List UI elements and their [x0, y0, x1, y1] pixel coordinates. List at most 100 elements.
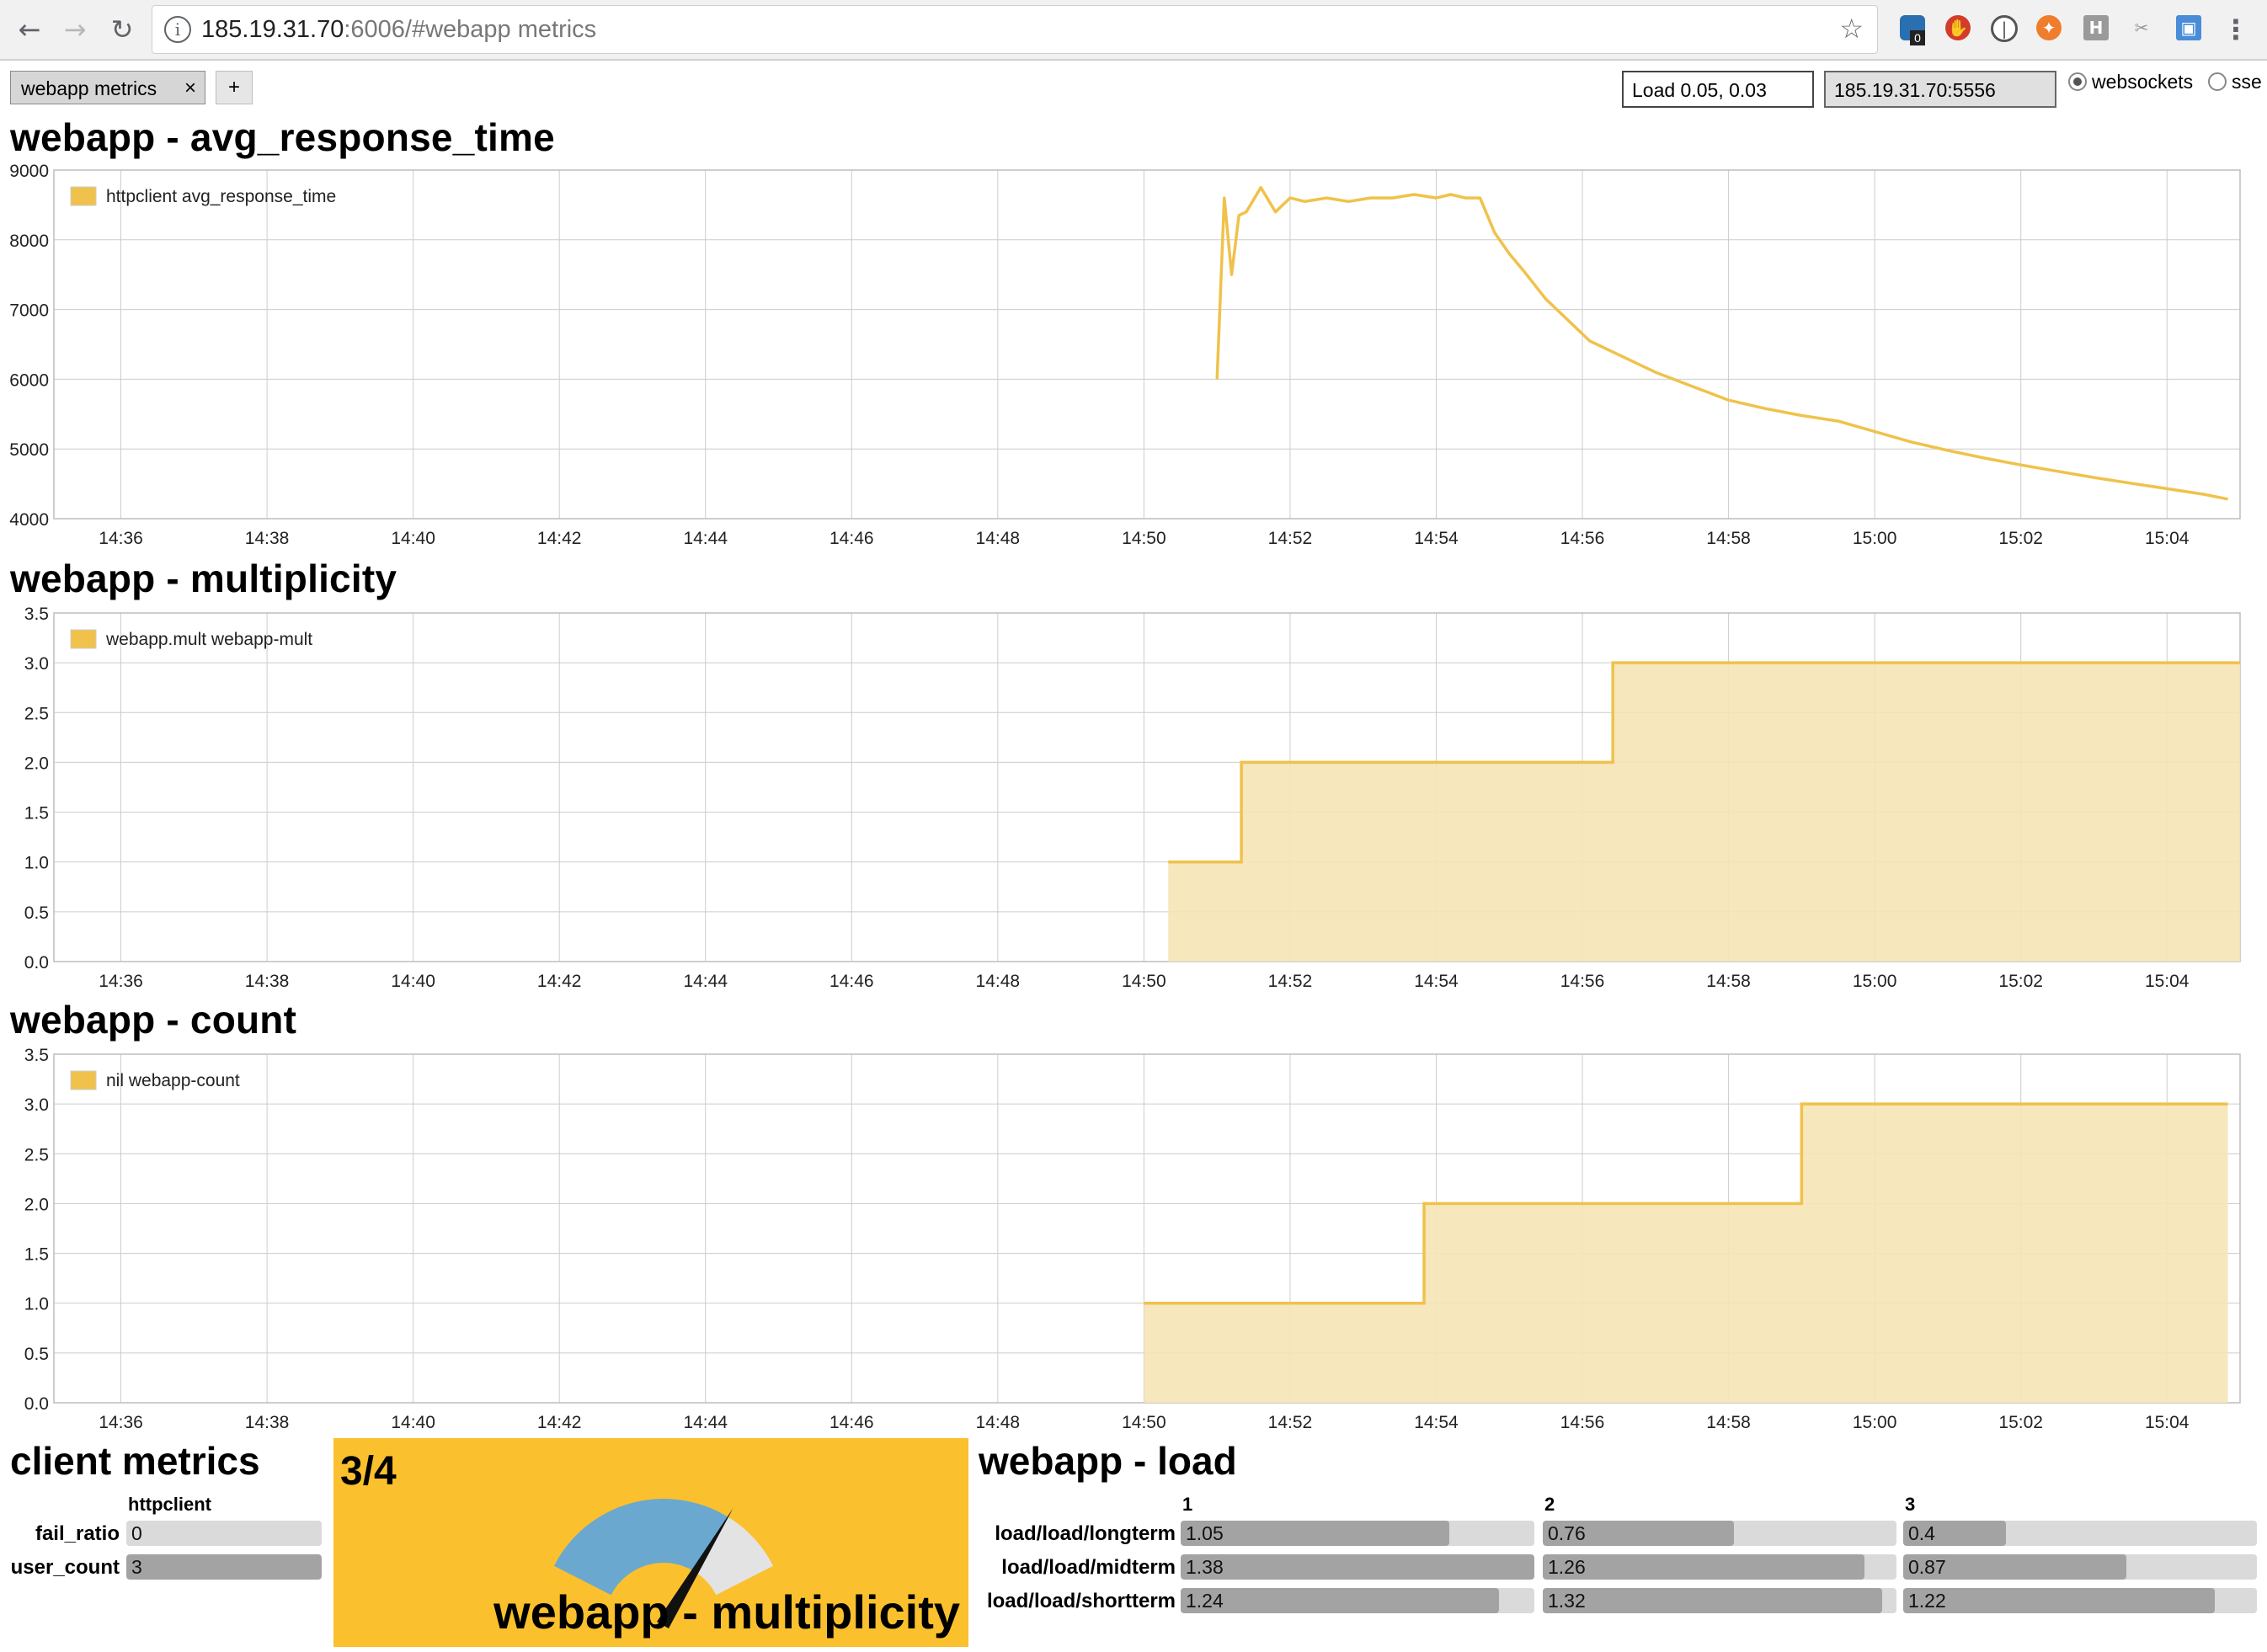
load-bar: 1.32 — [1543, 1588, 1896, 1613]
x-tick-label: 14:36 — [99, 1413, 143, 1432]
legend: nil webapp-count — [70, 1070, 240, 1090]
x-tick-label: 14:42 — [537, 529, 582, 548]
legend: webapp.mult webapp-mult — [70, 629, 312, 649]
legend-label: webapp.mult webapp-mult — [105, 630, 312, 649]
legend-label: nil webapp-count — [106, 1071, 240, 1090]
bookmark-star-icon[interactable]: ☆ — [1839, 13, 1864, 45]
user-count-value: 3 — [131, 1556, 142, 1578]
y-tick-label: 3.5 — [24, 1046, 49, 1065]
server-address-input[interactable]: 185.19.31.70:5556 — [1824, 71, 2056, 108]
load-bar-fill — [1903, 1554, 2126, 1580]
data-point — [1347, 200, 1349, 202]
data-point — [1435, 197, 1437, 199]
x-tick-label: 14:56 — [1560, 972, 1605, 991]
load-bar-fill — [1543, 1521, 1734, 1546]
load-bar: 1.26 — [1543, 1554, 1896, 1580]
x-tick-label: 14:42 — [537, 1413, 582, 1432]
legend-label: httpclient avg_response_time — [106, 187, 336, 206]
adblock-icon[interactable]: ✋ — [1945, 15, 1971, 40]
data-point — [1764, 408, 1766, 409]
load-bar-value: 0.76 — [1548, 1522, 1586, 1544]
reload-icon[interactable]: ↻ — [110, 13, 134, 45]
x-tick-label: 14:58 — [1706, 972, 1751, 991]
password-manager-icon[interactable]: | — [1991, 15, 2018, 42]
x-tick-label: 14:54 — [1414, 1413, 1459, 1432]
y-tick-label: 0.0 — [24, 1394, 49, 1414]
y-tick-label: 2.0 — [24, 1195, 49, 1214]
series-line — [1215, 185, 2228, 501]
extension-h-icon[interactable]: H — [2083, 15, 2109, 40]
close-icon[interactable]: × — [184, 77, 196, 99]
x-tick-label: 14:38 — [245, 972, 290, 991]
data-point — [1231, 274, 1233, 275]
y-tick-label: 0.0 — [24, 953, 49, 973]
address-bar[interactable]: i 185.19.31.70:6006/#webapp metrics ☆ — [152, 5, 1878, 54]
data-point — [1983, 457, 1985, 459]
x-tick-label: 14:44 — [683, 529, 728, 548]
gauge-dial — [553, 1499, 774, 1628]
load-bar-value: 1.32 — [1548, 1590, 1586, 1612]
y-tick-label: 2.0 — [24, 754, 49, 773]
load-column-2: 2 — [1544, 1494, 1555, 1515]
x-tick-label: 14:44 — [683, 1413, 728, 1432]
data-point — [1450, 194, 1452, 195]
avg-response-time-chart: 9000 8000 7000 6000 5000 4000 14:36 14:38 14:40 1… — [9, 162, 2241, 548]
x-tick-label: 14:40 — [391, 972, 435, 991]
data-point — [1655, 371, 1656, 373]
extension-window-icon[interactable]: ▣ — [2176, 15, 2201, 40]
gauge-remaining-arc — [694, 1516, 774, 1596]
x-tick-label: 14:38 — [245, 529, 290, 548]
load-row-label: load/load/shortterm — [986, 1590, 1176, 1612]
menu-kebab-icon[interactable]: ⋮ — [2222, 13, 2249, 45]
x-tick-label: 14:50 — [1122, 1413, 1166, 1432]
x-tick-label: 14:46 — [829, 1413, 874, 1432]
y-tick-label: 1.0 — [24, 854, 49, 873]
websockets-radio[interactable] — [2068, 72, 2087, 91]
data-point — [2166, 488, 2168, 489]
extension-badge: 0 — [1910, 30, 1925, 45]
data-point — [2056, 471, 2058, 472]
client-metrics-column: httpclient — [128, 1494, 211, 1515]
load-bar-fill — [1181, 1521, 1450, 1546]
data-point — [1567, 319, 1569, 321]
scissors-icon[interactable]: ✂ — [2134, 18, 2149, 38]
forward-arrow-icon[interactable]: → — [63, 13, 87, 45]
x-tick-label: 14:54 — [1414, 972, 1459, 991]
y-tick-label: 5000 — [9, 440, 49, 460]
info-icon[interactable]: i — [164, 16, 191, 43]
load-bar: 0.4 — [1903, 1521, 2257, 1546]
load-bar: 1.05 — [1181, 1521, 1534, 1546]
data-point — [1728, 399, 1730, 401]
load-bar-value: 1.24 — [1186, 1590, 1224, 1612]
load-bar: 1.22 — [1903, 1588, 2257, 1613]
sse-radio[interactable] — [2208, 72, 2227, 91]
data-point — [1369, 197, 1371, 199]
data-point — [1523, 270, 1525, 272]
data-point — [1326, 197, 1327, 199]
legend-swatch — [70, 186, 97, 206]
x-tick-label: 14:58 — [1706, 529, 1751, 548]
plot-frame — [53, 169, 2241, 520]
data-point — [1304, 200, 1305, 202]
x-tick-label: 14:38 — [245, 1413, 290, 1432]
x-tick-label: 14:42 — [537, 972, 582, 991]
y-tick-label: 0.5 — [24, 903, 49, 923]
load-bar-value: 0.87 — [1908, 1556, 1946, 1578]
x-tick-label: 14:36 — [99, 972, 143, 991]
load-bar: 0.87 — [1903, 1554, 2257, 1580]
legend-swatch — [70, 1070, 97, 1090]
x-tick-label: 15:02 — [1998, 972, 2043, 991]
dashboard-tab[interactable]: webapp metrics × — [10, 71, 205, 104]
y-tick-label: 3.5 — [24, 605, 49, 624]
gauge-value-arc — [553, 1499, 728, 1596]
load-display: Load 0.05, 0.03 — [1622, 71, 1814, 108]
y-tick-label: 1.0 — [24, 1295, 49, 1314]
extension-orange-icon[interactable]: ✦ — [2036, 15, 2062, 40]
x-tick-label: 14:48 — [976, 972, 1021, 991]
x-tick-label: 15:04 — [2145, 1413, 2190, 1432]
user-count-bar: 3 — [126, 1554, 322, 1580]
dashboard-tab-label: webapp metrics — [21, 77, 157, 99]
add-tab-button[interactable]: + — [216, 71, 253, 104]
back-arrow-icon[interactable]: ← — [18, 13, 41, 45]
x-tick-label: 14:40 — [391, 1413, 435, 1432]
